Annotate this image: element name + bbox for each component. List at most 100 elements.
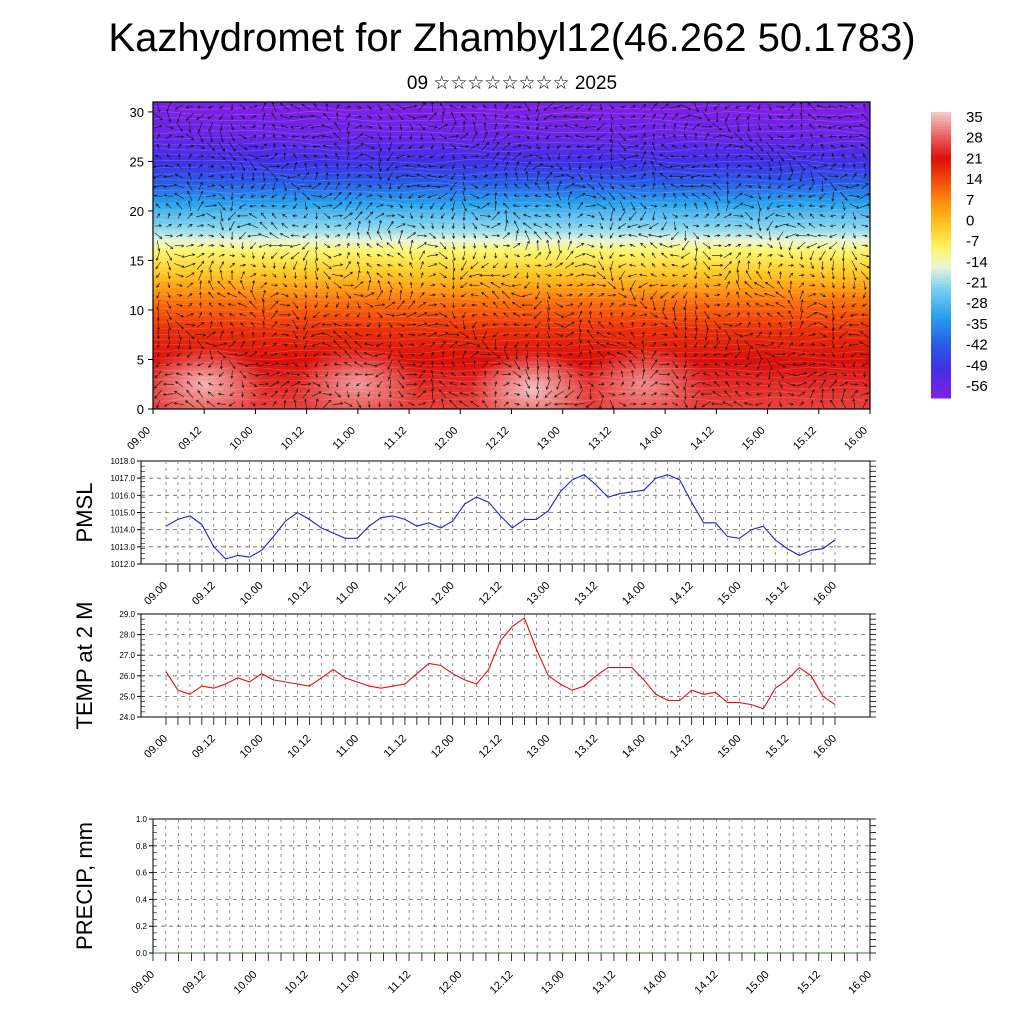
- wind-arrow: [336, 112, 339, 121]
- wind-arrow: [619, 174, 625, 178]
- wind-arrow: [315, 281, 318, 289]
- wind-arrow-head: [380, 289, 383, 294]
- wind-arrow: [733, 202, 743, 210]
- wind-arrow: [207, 185, 215, 188]
- wind-arrow-head: [831, 295, 835, 299]
- wind-arrow: [279, 304, 290, 306]
- wind-arrow: [566, 284, 573, 286]
- wind-arrow: [779, 271, 781, 279]
- wind-arrow: [355, 124, 363, 129]
- wind-arrow: [187, 212, 193, 219]
- wind-arrow: [378, 391, 381, 397]
- y-tick-label: 1012.0: [111, 560, 136, 569]
- wind-arrow-head: [726, 181, 729, 185]
- y-tick-label: 20: [130, 204, 144, 219]
- wind-arrow: [453, 292, 455, 298]
- wind-arrow: [156, 400, 160, 408]
- wind-arrow-head: [806, 245, 810, 249]
- wind-arrow-head: [724, 106, 728, 109]
- wind-arrow-head: [465, 335, 469, 339]
- wind-arrow-head: [188, 163, 192, 167]
- wind-arrow-head: [640, 242, 644, 246]
- wind-arrow: [229, 254, 235, 257]
- wind-arrow-head: [850, 313, 854, 317]
- wind-arrow-head: [740, 202, 744, 206]
- wind-arrow: [588, 234, 594, 237]
- wind-arrow-head: [700, 392, 704, 396]
- wind-arrow-head: [241, 394, 245, 398]
- temperature-band: [153, 151, 870, 155]
- wind-arrow-head: [399, 205, 403, 209]
- wind-arrow-head: [329, 393, 333, 396]
- wind-arrow-head: [713, 190, 717, 195]
- wind-arrow-head: [842, 162, 846, 166]
- isotherm-line: [153, 134, 866, 141]
- wind-arrow: [272, 213, 277, 219]
- wind-arrow-head: [675, 394, 679, 398]
- wind-arrow: [745, 165, 752, 168]
- wind-arrow-head: [220, 227, 224, 231]
- wind-arrow-head: [325, 374, 329, 378]
- wind-arrow-head: [548, 274, 552, 277]
- wind-arrow-head: [274, 352, 278, 356]
- wind-arrows: [153, 102, 870, 409]
- wind-arrow-head: [512, 312, 516, 316]
- wind-arrow: [694, 399, 698, 409]
- wind-arrow: [574, 185, 586, 188]
- wind-arrow-head: [308, 184, 313, 188]
- wind-arrow: [822, 180, 824, 192]
- wind-arrow-head: [190, 313, 195, 316]
- wind-arrow: [808, 333, 816, 336]
- wind-arrow: [673, 134, 677, 139]
- wind-arrow-head: [516, 160, 520, 165]
- wind-arrow: [585, 253, 596, 258]
- wind-arrow-head: [326, 286, 329, 290]
- wind-arrow: [797, 241, 806, 250]
- x-tick-label: 10.00: [228, 425, 256, 453]
- wind-arrow-head: [745, 392, 749, 395]
- wind-arrow-head: [748, 174, 752, 178]
- wind-arrow-head: [388, 394, 392, 398]
- wind-arrow: [743, 204, 754, 208]
- wind-arrow-head: [548, 250, 551, 254]
- wind-arrow: [426, 185, 438, 187]
- colorbar-swatch: [931, 255, 951, 259]
- wind-arrow: [494, 104, 497, 110]
- wind-arrow-head: [271, 221, 274, 225]
- wind-arrow-head: [523, 204, 528, 208]
- wind-arrow: [240, 322, 245, 327]
- wind-arrow: [547, 299, 550, 311]
- wind-arrow-head: [191, 137, 195, 140]
- wind-arrow-head: [333, 322, 337, 326]
- wind-arrow: [809, 213, 815, 219]
- wind-arrow-head: [659, 173, 663, 176]
- wind-arrow-head: [367, 393, 371, 397]
- wind-arrow-head: [388, 334, 392, 338]
- wind-arrow-head: [376, 254, 380, 257]
- wind-arrow: [553, 322, 564, 328]
- wind-arrow: [260, 143, 267, 150]
- wind-arrow: [578, 380, 582, 389]
- wind-arrow: [597, 143, 605, 150]
- wind-arrow-head: [177, 346, 181, 350]
- wind-arrow-head: [737, 174, 741, 178]
- wind-arrow-head: [421, 352, 425, 356]
- wind-arrow: [399, 401, 403, 407]
- wind-arrow: [504, 392, 509, 396]
- wind-arrow: [839, 382, 848, 387]
- wind-arrow: [534, 231, 542, 240]
- wind-arrow: [775, 302, 785, 308]
- wind-arrow: [684, 319, 687, 330]
- wind-arrow-head: [494, 183, 498, 187]
- wind-arrow-head: [311, 324, 315, 328]
- wind-arrow: [547, 181, 550, 191]
- wind-arrow: [691, 193, 701, 199]
- wind-arrow-head: [389, 324, 393, 328]
- wind-arrow-head: [190, 243, 195, 247]
- wind-arrow: [618, 234, 626, 237]
- wind-arrow: [452, 201, 455, 211]
- wind-arrow-head: [300, 126, 304, 129]
- wind-arrow: [197, 234, 203, 237]
- wind-arrow: [428, 332, 437, 338]
- temperature-band: [153, 210, 870, 215]
